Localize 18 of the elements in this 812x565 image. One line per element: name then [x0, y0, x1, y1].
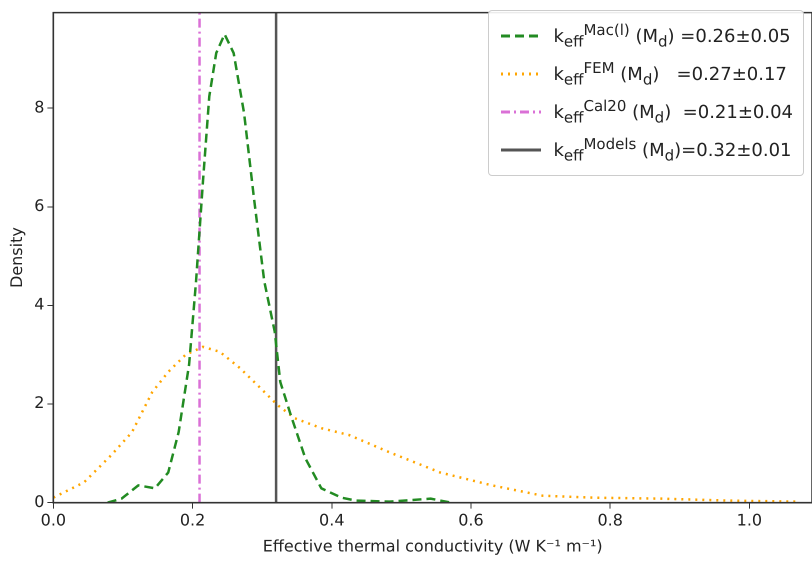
- x-tick-label: 1.0: [736, 510, 762, 530]
- legend-label: k$_{eff}$$^{Models}$ (M$_{d}$)=0.32±0.01: [553, 135, 792, 165]
- legend-label: k$_{eff}$$^{Mac(l)}$ (M$_{d}$) =0.26±0.05: [553, 21, 791, 51]
- y-tick-label: 2: [34, 393, 44, 412]
- line-series: [106, 33, 452, 503]
- x-tick-label: 0.6: [458, 510, 484, 530]
- x-tick-label: 0.8: [597, 510, 623, 530]
- legend-label: k$_{eff}$$^{FEM}$ (M$_{d}$) =0.27±0.17: [553, 59, 787, 89]
- y-tick-label: 0: [34, 492, 44, 511]
- x-tick-label: 0.2: [180, 510, 206, 530]
- y-tick-label: 8: [34, 97, 44, 116]
- x-tick-label: 0.4: [319, 510, 344, 530]
- x-axis-title: Effective thermal conductivity (W K⁻¹ m⁻¹): [262, 536, 603, 556]
- legend-label: k$_{eff}$$^{Cal20}$ (M$_{d}$) =0.21±0.04: [553, 97, 793, 127]
- x-tick-label: 0.0: [40, 510, 66, 530]
- y-tick-label: 6: [34, 196, 44, 215]
- y-axis-title: Density: [6, 227, 26, 288]
- y-tick-label: 4: [34, 294, 44, 314]
